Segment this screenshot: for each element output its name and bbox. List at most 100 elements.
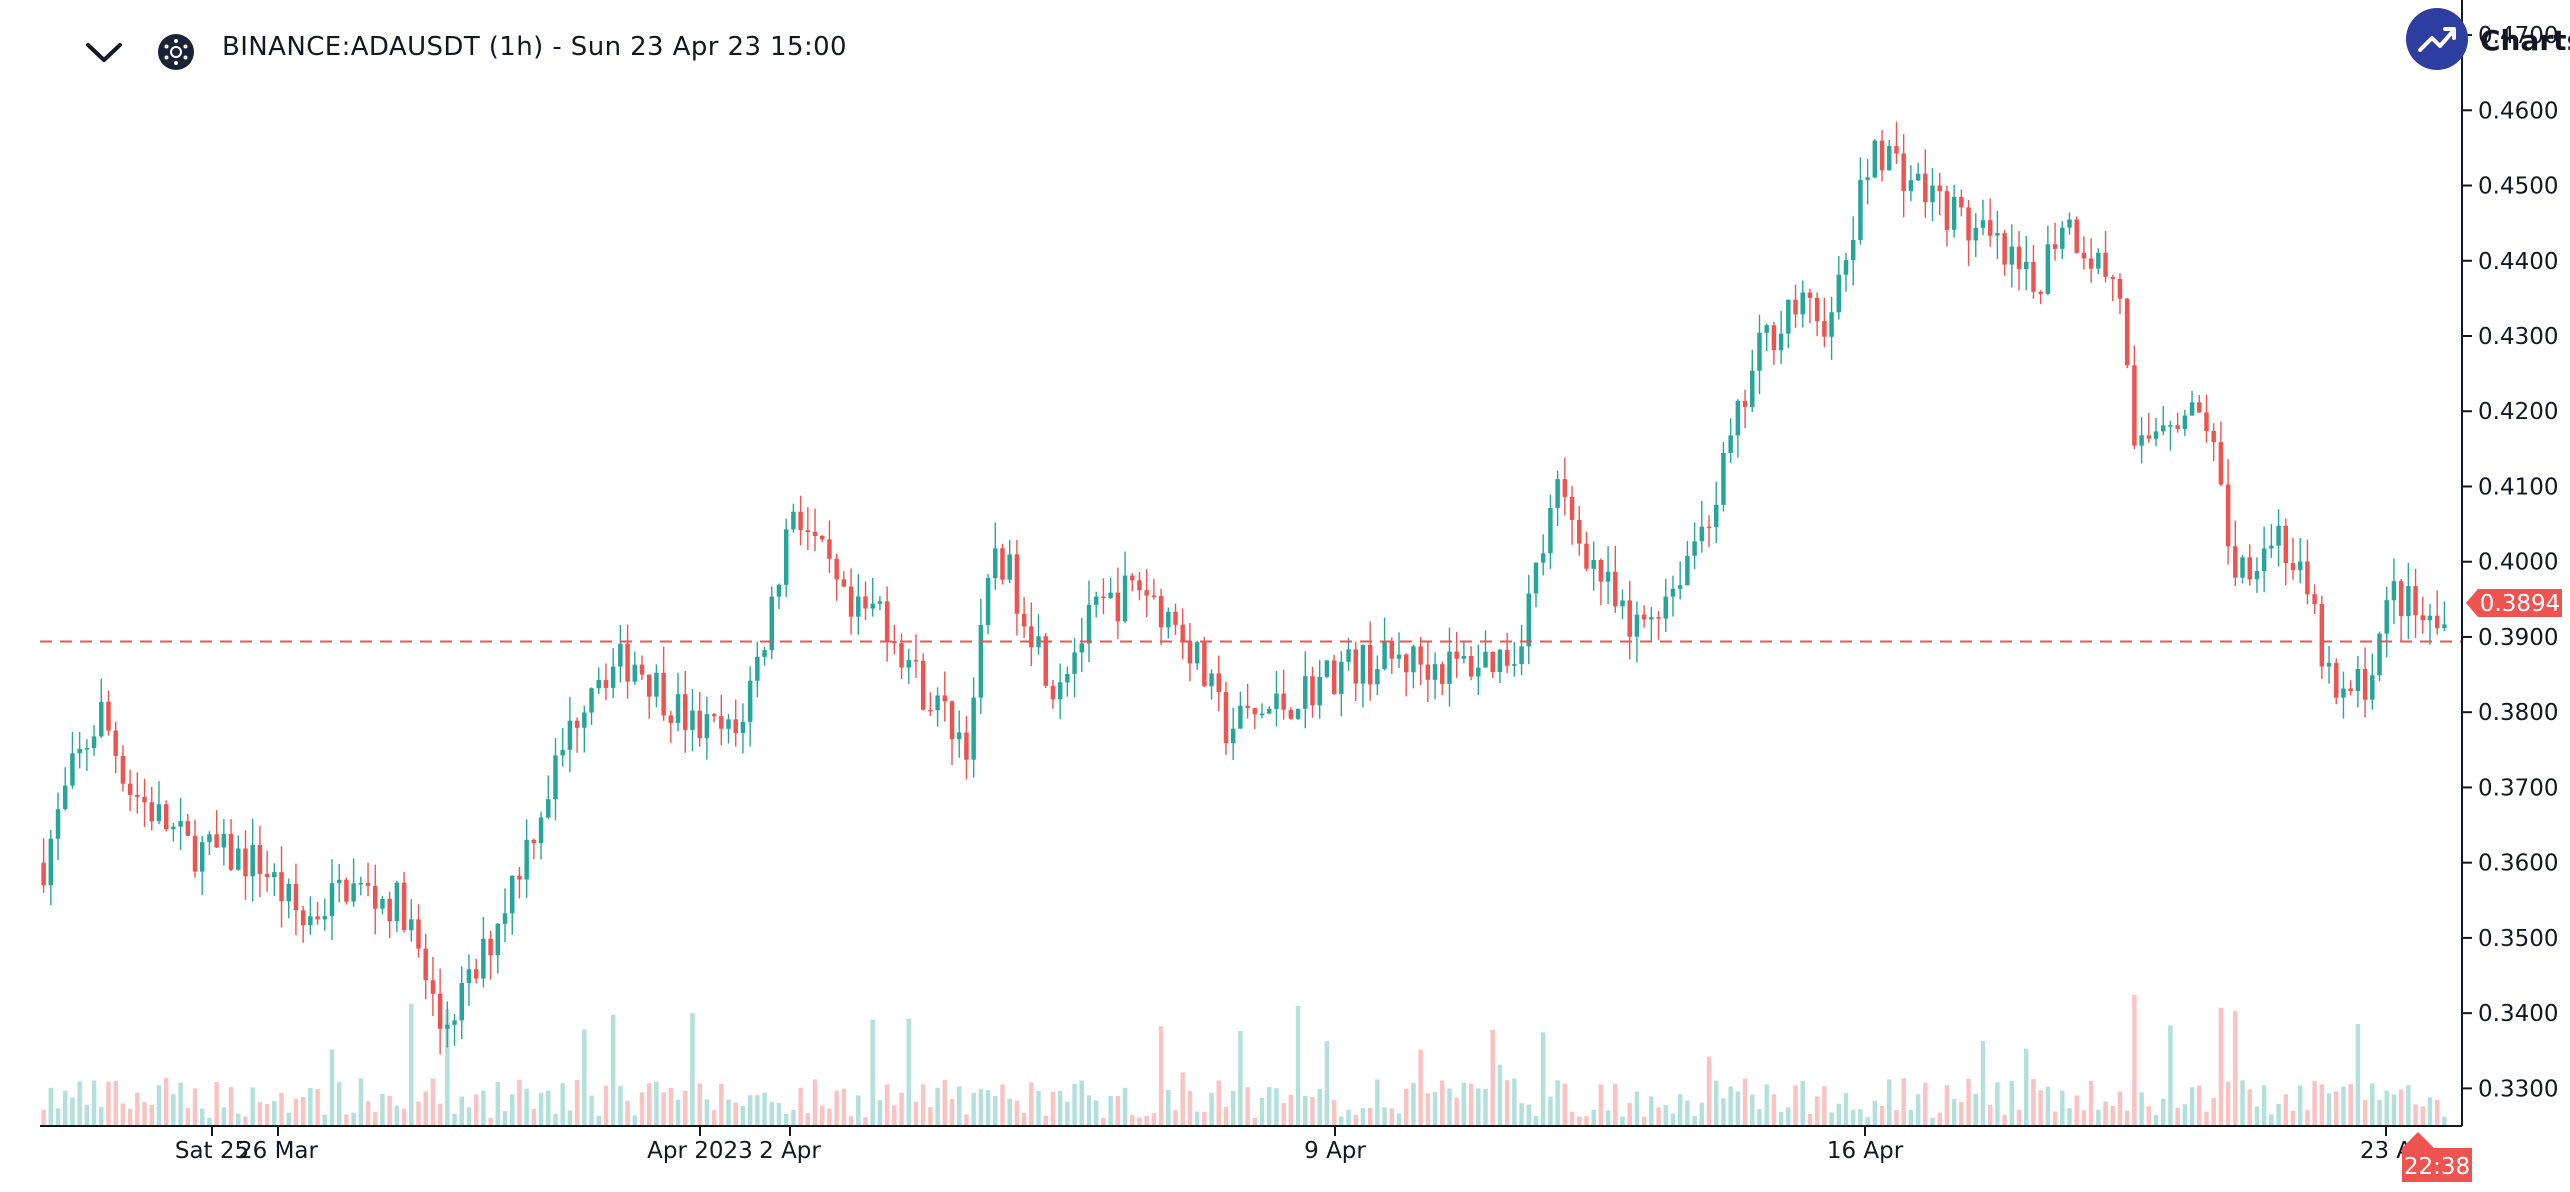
- candle: [236, 835, 241, 871]
- candle-body: [848, 586, 854, 617]
- candle-body: [344, 879, 349, 902]
- candle: [279, 846, 284, 928]
- candle: [2247, 544, 2252, 586]
- volume-bar: [1901, 1078, 1906, 1126]
- candle: [1461, 640, 1467, 664]
- volume-bar: [1346, 1109, 1351, 1126]
- candle-body: [574, 720, 580, 728]
- candle-body: [1540, 553, 1546, 563]
- candle: [928, 692, 933, 716]
- volume-bar: [1649, 1096, 1654, 1126]
- candle: [2002, 230, 2007, 276]
- volume-bar: [257, 1102, 263, 1126]
- candle: [1036, 614, 1041, 655]
- candle: [726, 713, 731, 744]
- candle: [993, 522, 998, 590]
- candle-body: [1483, 651, 1488, 668]
- candle: [243, 830, 248, 900]
- candle-body: [459, 983, 464, 1021]
- candle-body: [1166, 611, 1171, 628]
- candles: [41, 121, 2447, 1055]
- volume-bar: [2269, 1114, 2274, 1126]
- candle-body: [70, 753, 75, 786]
- candle-body: [1324, 660, 1330, 677]
- volume-bar: [762, 1092, 767, 1126]
- candle: [1764, 323, 1769, 352]
- volume-bar: [632, 1115, 638, 1126]
- volume-bar: [603, 1085, 609, 1126]
- candle-body: [1858, 180, 1863, 240]
- volume-bar: [2038, 1090, 2043, 1126]
- y-tick-label: 0.4200: [2478, 399, 2558, 425]
- candle-body: [949, 701, 955, 740]
- volume-bar: [2146, 1106, 2152, 1126]
- candle: [618, 624, 623, 683]
- candle: [769, 586, 775, 660]
- candle-body: [870, 603, 875, 609]
- volume-bar: [70, 1097, 75, 1126]
- candle-body: [1497, 649, 1503, 673]
- volume-bar: [1577, 1116, 1582, 1126]
- candle: [2341, 671, 2346, 719]
- x-tick-label: Sat 25: [175, 1138, 249, 1164]
- candle: [351, 858, 356, 907]
- volume-bar: [690, 1013, 695, 1126]
- candle: [2060, 221, 2065, 260]
- volume-bar: [1230, 1090, 1236, 1126]
- candle-body: [41, 862, 46, 886]
- volume-bar: [2420, 1106, 2426, 1126]
- volume-bar: [243, 1116, 248, 1126]
- volume-bar: [1331, 1100, 1337, 1126]
- volume-bar: [1685, 1100, 1690, 1126]
- volume-bar: [683, 1090, 688, 1126]
- volume-bar: [1497, 1064, 1503, 1126]
- volume-bar: [1613, 1083, 1618, 1126]
- volume-bar: [365, 1101, 371, 1126]
- candle-body: [113, 730, 118, 756]
- candle: [2398, 579, 2404, 642]
- volume-bar: [1101, 1117, 1106, 1126]
- candle: [920, 653, 926, 711]
- volume-bar: [214, 1081, 219, 1126]
- candle: [1512, 642, 1517, 677]
- candle-body: [2211, 431, 2216, 443]
- candle: [250, 818, 255, 902]
- volume-bar: [2060, 1090, 2065, 1126]
- volume-bar: [1915, 1094, 1921, 1126]
- volume-bar: [48, 1087, 54, 1126]
- volume-bar: [1086, 1095, 1092, 1126]
- candle-body: [171, 826, 176, 830]
- chevron-down-icon[interactable]: [82, 30, 126, 74]
- volume-bar: [2103, 1101, 2108, 1126]
- candle: [675, 672, 681, 732]
- candle: [1476, 644, 1481, 695]
- volume-bar: [2124, 1110, 2130, 1126]
- volume-bar: [661, 1092, 666, 1126]
- volume-bar: [2081, 1110, 2087, 1126]
- candle-body: [625, 643, 630, 682]
- candle: [553, 738, 558, 821]
- candle: [949, 700, 955, 766]
- candle-body: [726, 719, 731, 729]
- candle-body: [502, 913, 508, 924]
- volume-bar: [409, 1003, 414, 1126]
- candle: [2355, 655, 2361, 708]
- candle-body: [286, 883, 291, 902]
- volume-bar: [2276, 1103, 2281, 1126]
- volume-bar: [1605, 1110, 1611, 1126]
- candle-body: [791, 511, 796, 530]
- candle: [2225, 459, 2231, 565]
- volume-bar: [2088, 1080, 2094, 1126]
- volume-bar: [163, 1078, 169, 1126]
- volume-bar: [329, 1049, 335, 1126]
- candle-body: [1382, 640, 1387, 670]
- candle: [1007, 540, 1012, 584]
- candle-body: [473, 969, 479, 979]
- volume-bar: [466, 1107, 472, 1126]
- candle: [1850, 216, 1856, 286]
- candle: [2045, 225, 2051, 296]
- candle: [1584, 531, 1589, 572]
- candle-body: [1108, 592, 1113, 599]
- volume-bar: [62, 1090, 68, 1126]
